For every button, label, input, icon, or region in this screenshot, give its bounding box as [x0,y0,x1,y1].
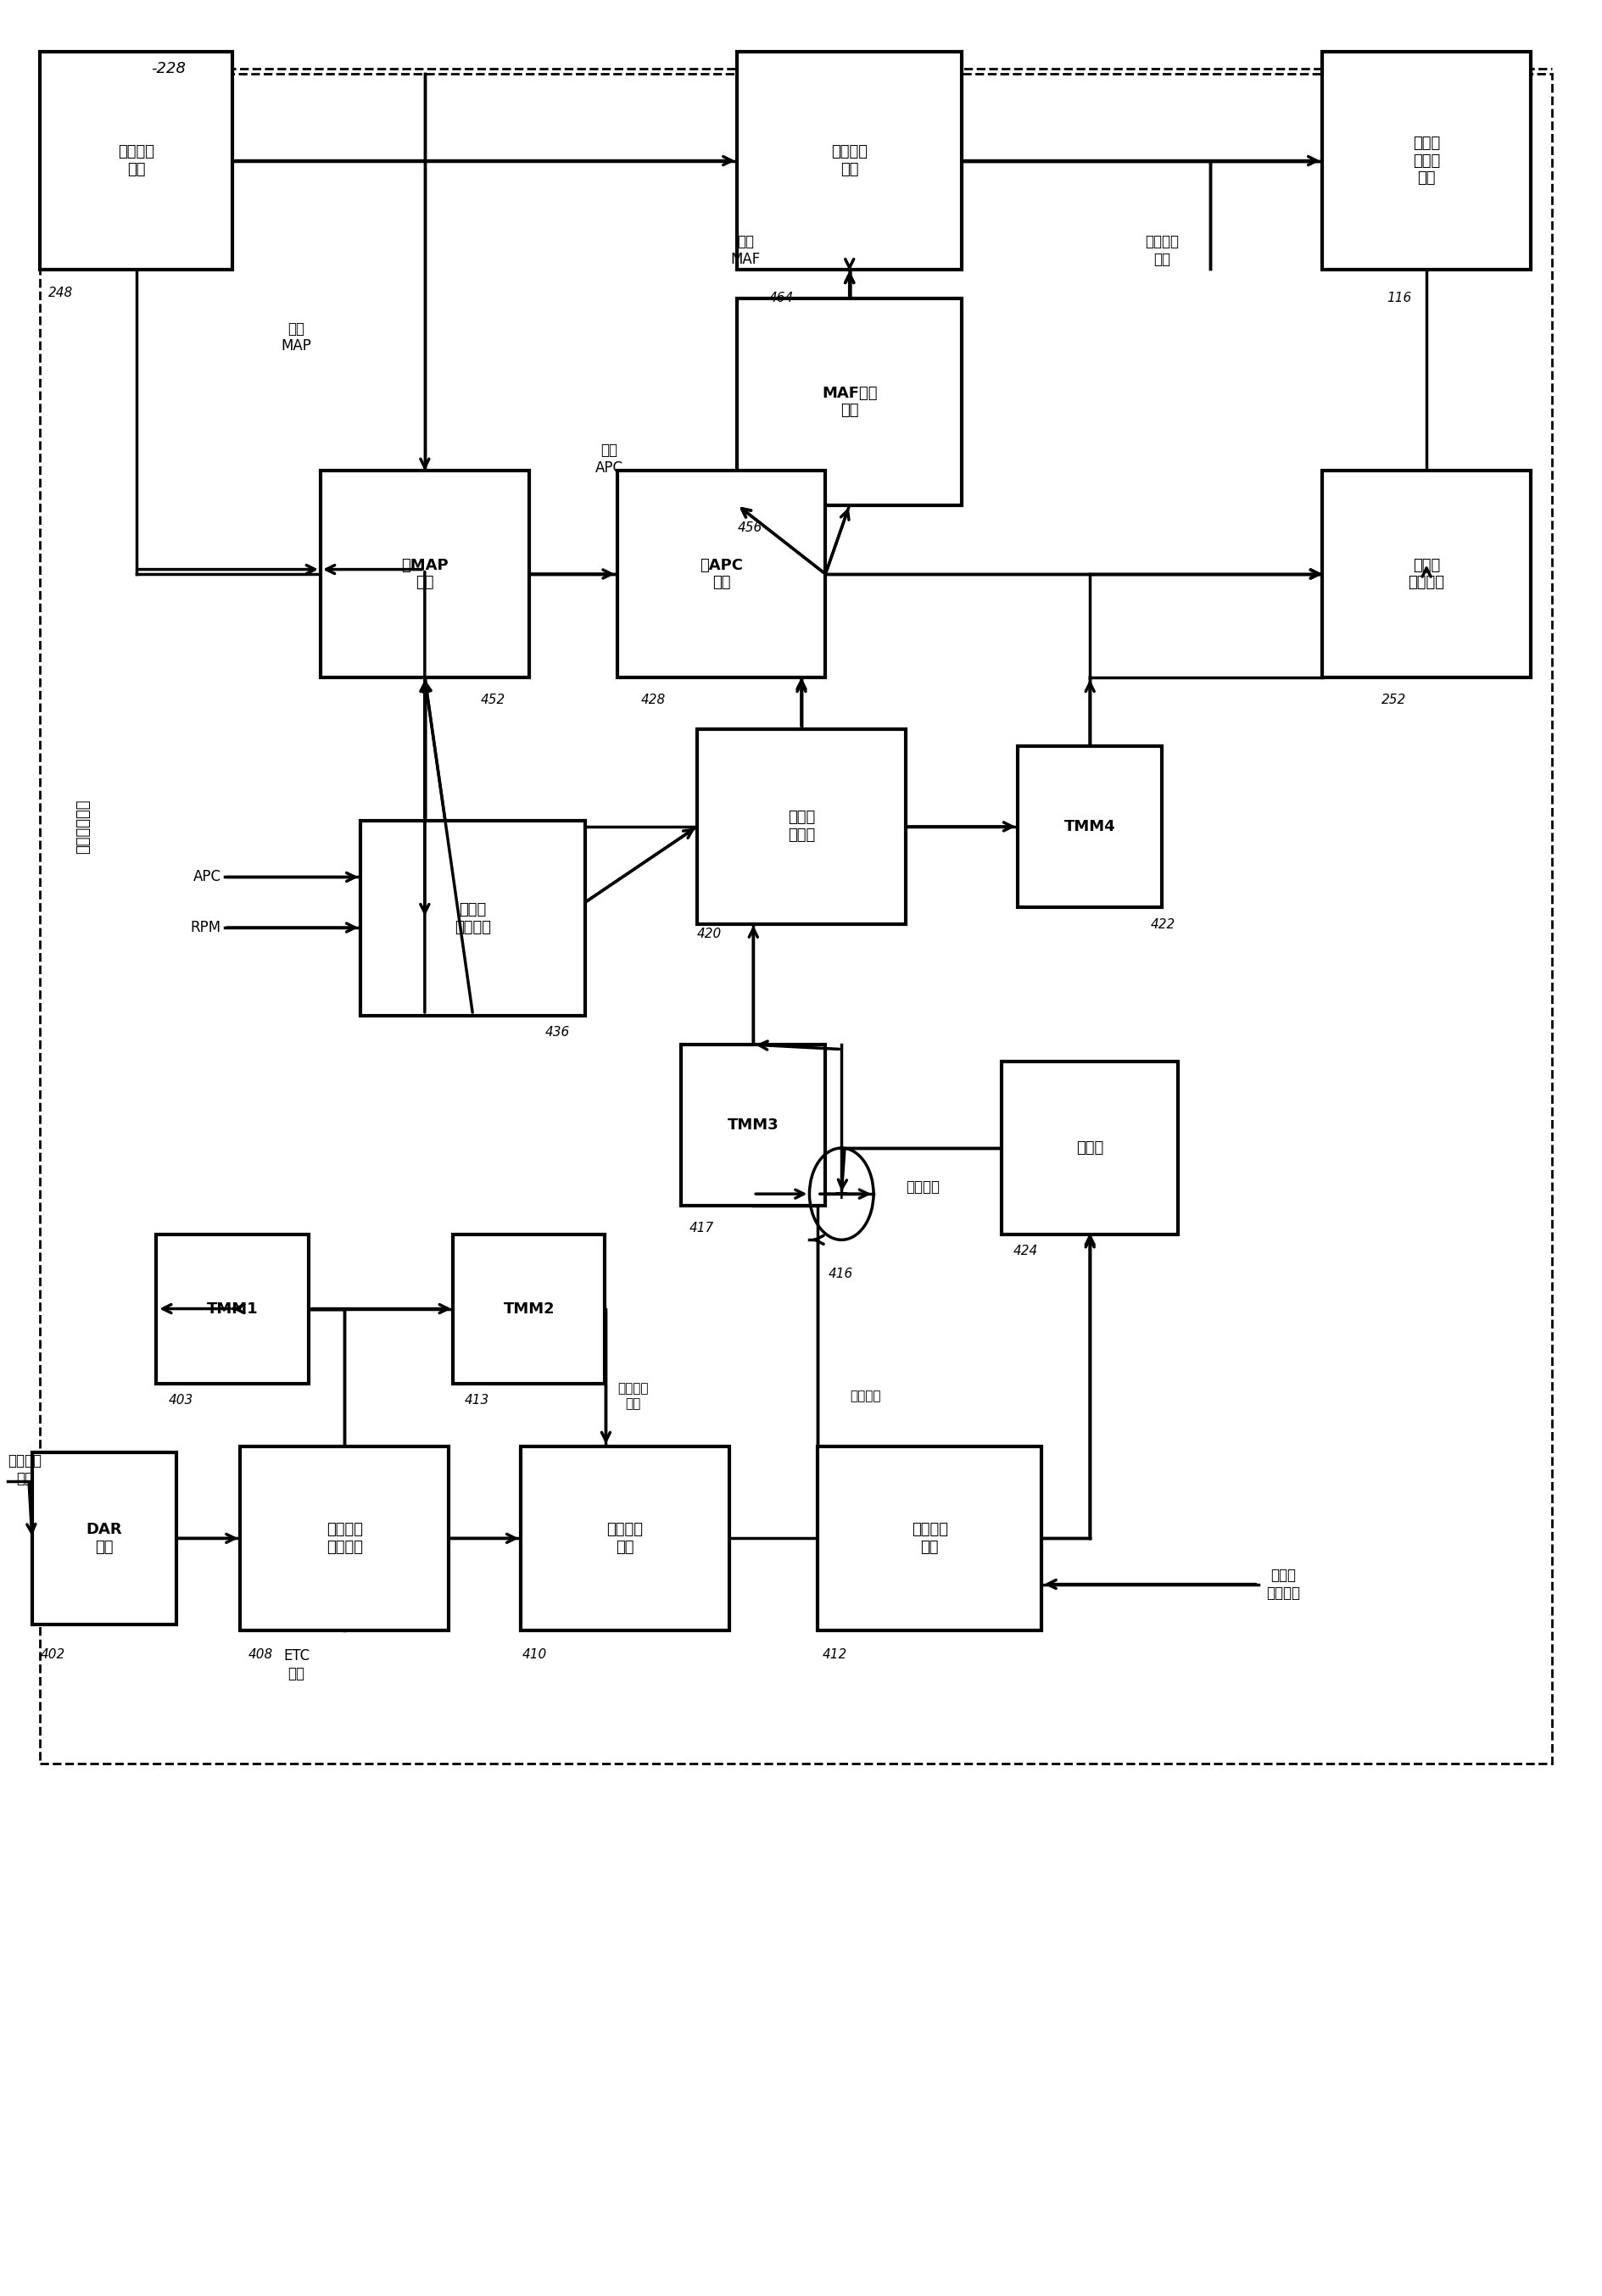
Text: 速率限制
扭矩: 速率限制 扭矩 [617,1382,649,1410]
Bar [320,471,529,677]
Text: DAR
模块: DAR 模块 [87,1522,122,1554]
Text: 速率限制
模块: 速率限制 模块 [607,1522,642,1554]
Text: 估计的
空气扭矩: 估计的 空气扭矩 [1266,1568,1299,1600]
Bar [40,73,1551,1763]
Text: 增压调度
模块: 增压调度 模块 [119,145,154,177]
Text: TMM1: TMM1 [207,1302,258,1316]
Text: 闭环控制
模块: 闭环控制 模块 [912,1522,947,1554]
Text: 412: 412 [822,1649,846,1662]
Text: RPM: RPM [191,921,221,934]
Bar [697,730,905,923]
Bar [1001,1061,1177,1235]
Text: 扭矩偏移: 扭矩偏移 [849,1389,881,1403]
Text: 期望
MAP: 期望 MAP [282,321,311,354]
Text: 464: 464 [769,292,793,305]
Bar [240,1446,449,1630]
Text: 456: 456 [737,521,761,535]
Text: 420: 420 [697,928,721,941]
Text: 存储器: 存储器 [1075,1141,1104,1155]
Bar [617,471,825,677]
Text: 扭矩限
制模块: 扭矩限 制模块 [787,810,815,843]
Text: 相位器
调度模块: 相位器 调度模块 [1408,558,1443,590]
Bar [737,298,961,505]
Text: 417: 417 [689,1221,713,1235]
Text: TMM2: TMM2 [503,1302,554,1316]
Bar [360,822,585,1015]
Text: -228: -228 [151,62,186,76]
Bar [681,1045,825,1205]
Text: +: + [833,1185,849,1203]
Text: 410: 410 [522,1649,546,1662]
Bar [452,1235,606,1382]
Bar [1322,471,1530,677]
Bar [155,1235,308,1382]
Text: 致动器
确定模块: 致动器 确定模块 [455,902,490,934]
Text: 逆MAP
模块: 逆MAP 模块 [400,558,449,590]
Text: TMM3: TMM3 [727,1118,779,1132]
Bar [521,1446,729,1630]
Text: 期望
APC: 期望 APC [594,443,623,475]
Text: 452: 452 [481,693,505,707]
Text: TMM4: TMM4 [1064,820,1115,833]
Text: 期望节流
面积: 期望节流 面积 [1144,234,1179,266]
Text: 416: 416 [828,1267,852,1281]
Text: 空气扭矩
需求: 空气扭矩 需求 [8,1453,42,1486]
Text: 403: 403 [168,1394,192,1407]
Text: 期望
MAF: 期望 MAF [731,234,759,266]
Bar [1017,746,1161,907]
Bar [737,53,961,269]
Text: 422: 422 [1150,918,1174,932]
Text: 248: 248 [48,287,72,301]
Text: 驾驶员扭
矩滤波器: 驾驶员扭 矩滤波器 [327,1522,362,1554]
Bar [1322,53,1530,269]
Text: ETC
扭矩: ETC 扭矩 [284,1649,309,1681]
Text: 424: 424 [1012,1244,1036,1258]
Text: MAF计算
模块: MAF计算 模块 [822,386,876,418]
Text: 节气门
致动器
模块: 节气门 致动器 模块 [1411,135,1440,186]
Text: 436: 436 [545,1026,569,1040]
Text: 116: 116 [1386,292,1410,305]
Text: 413: 413 [465,1394,489,1407]
Text: 408: 408 [248,1649,272,1662]
Bar [32,1451,176,1623]
Text: 修正扭矩: 修正扭矩 [905,1180,939,1194]
Text: 252: 252 [1381,693,1405,707]
Text: APC: APC [194,870,221,884]
Text: 402: 402 [40,1649,64,1662]
Bar [40,53,232,269]
Text: 可压缩流
模块: 可压缩流 模块 [831,145,867,177]
Text: 空气控制模块: 空气控制模块 [75,799,91,854]
Text: 逆APC
模块: 逆APC 模块 [700,558,742,590]
Text: 428: 428 [641,693,665,707]
Bar [817,1446,1041,1630]
